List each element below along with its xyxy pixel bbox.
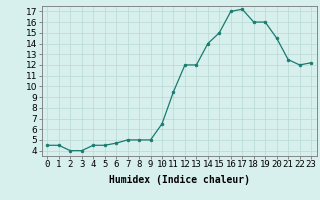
X-axis label: Humidex (Indice chaleur): Humidex (Indice chaleur) [109,175,250,185]
